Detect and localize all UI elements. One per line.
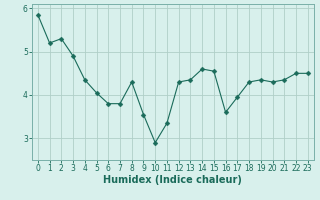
X-axis label: Humidex (Indice chaleur): Humidex (Indice chaleur) (103, 175, 242, 185)
